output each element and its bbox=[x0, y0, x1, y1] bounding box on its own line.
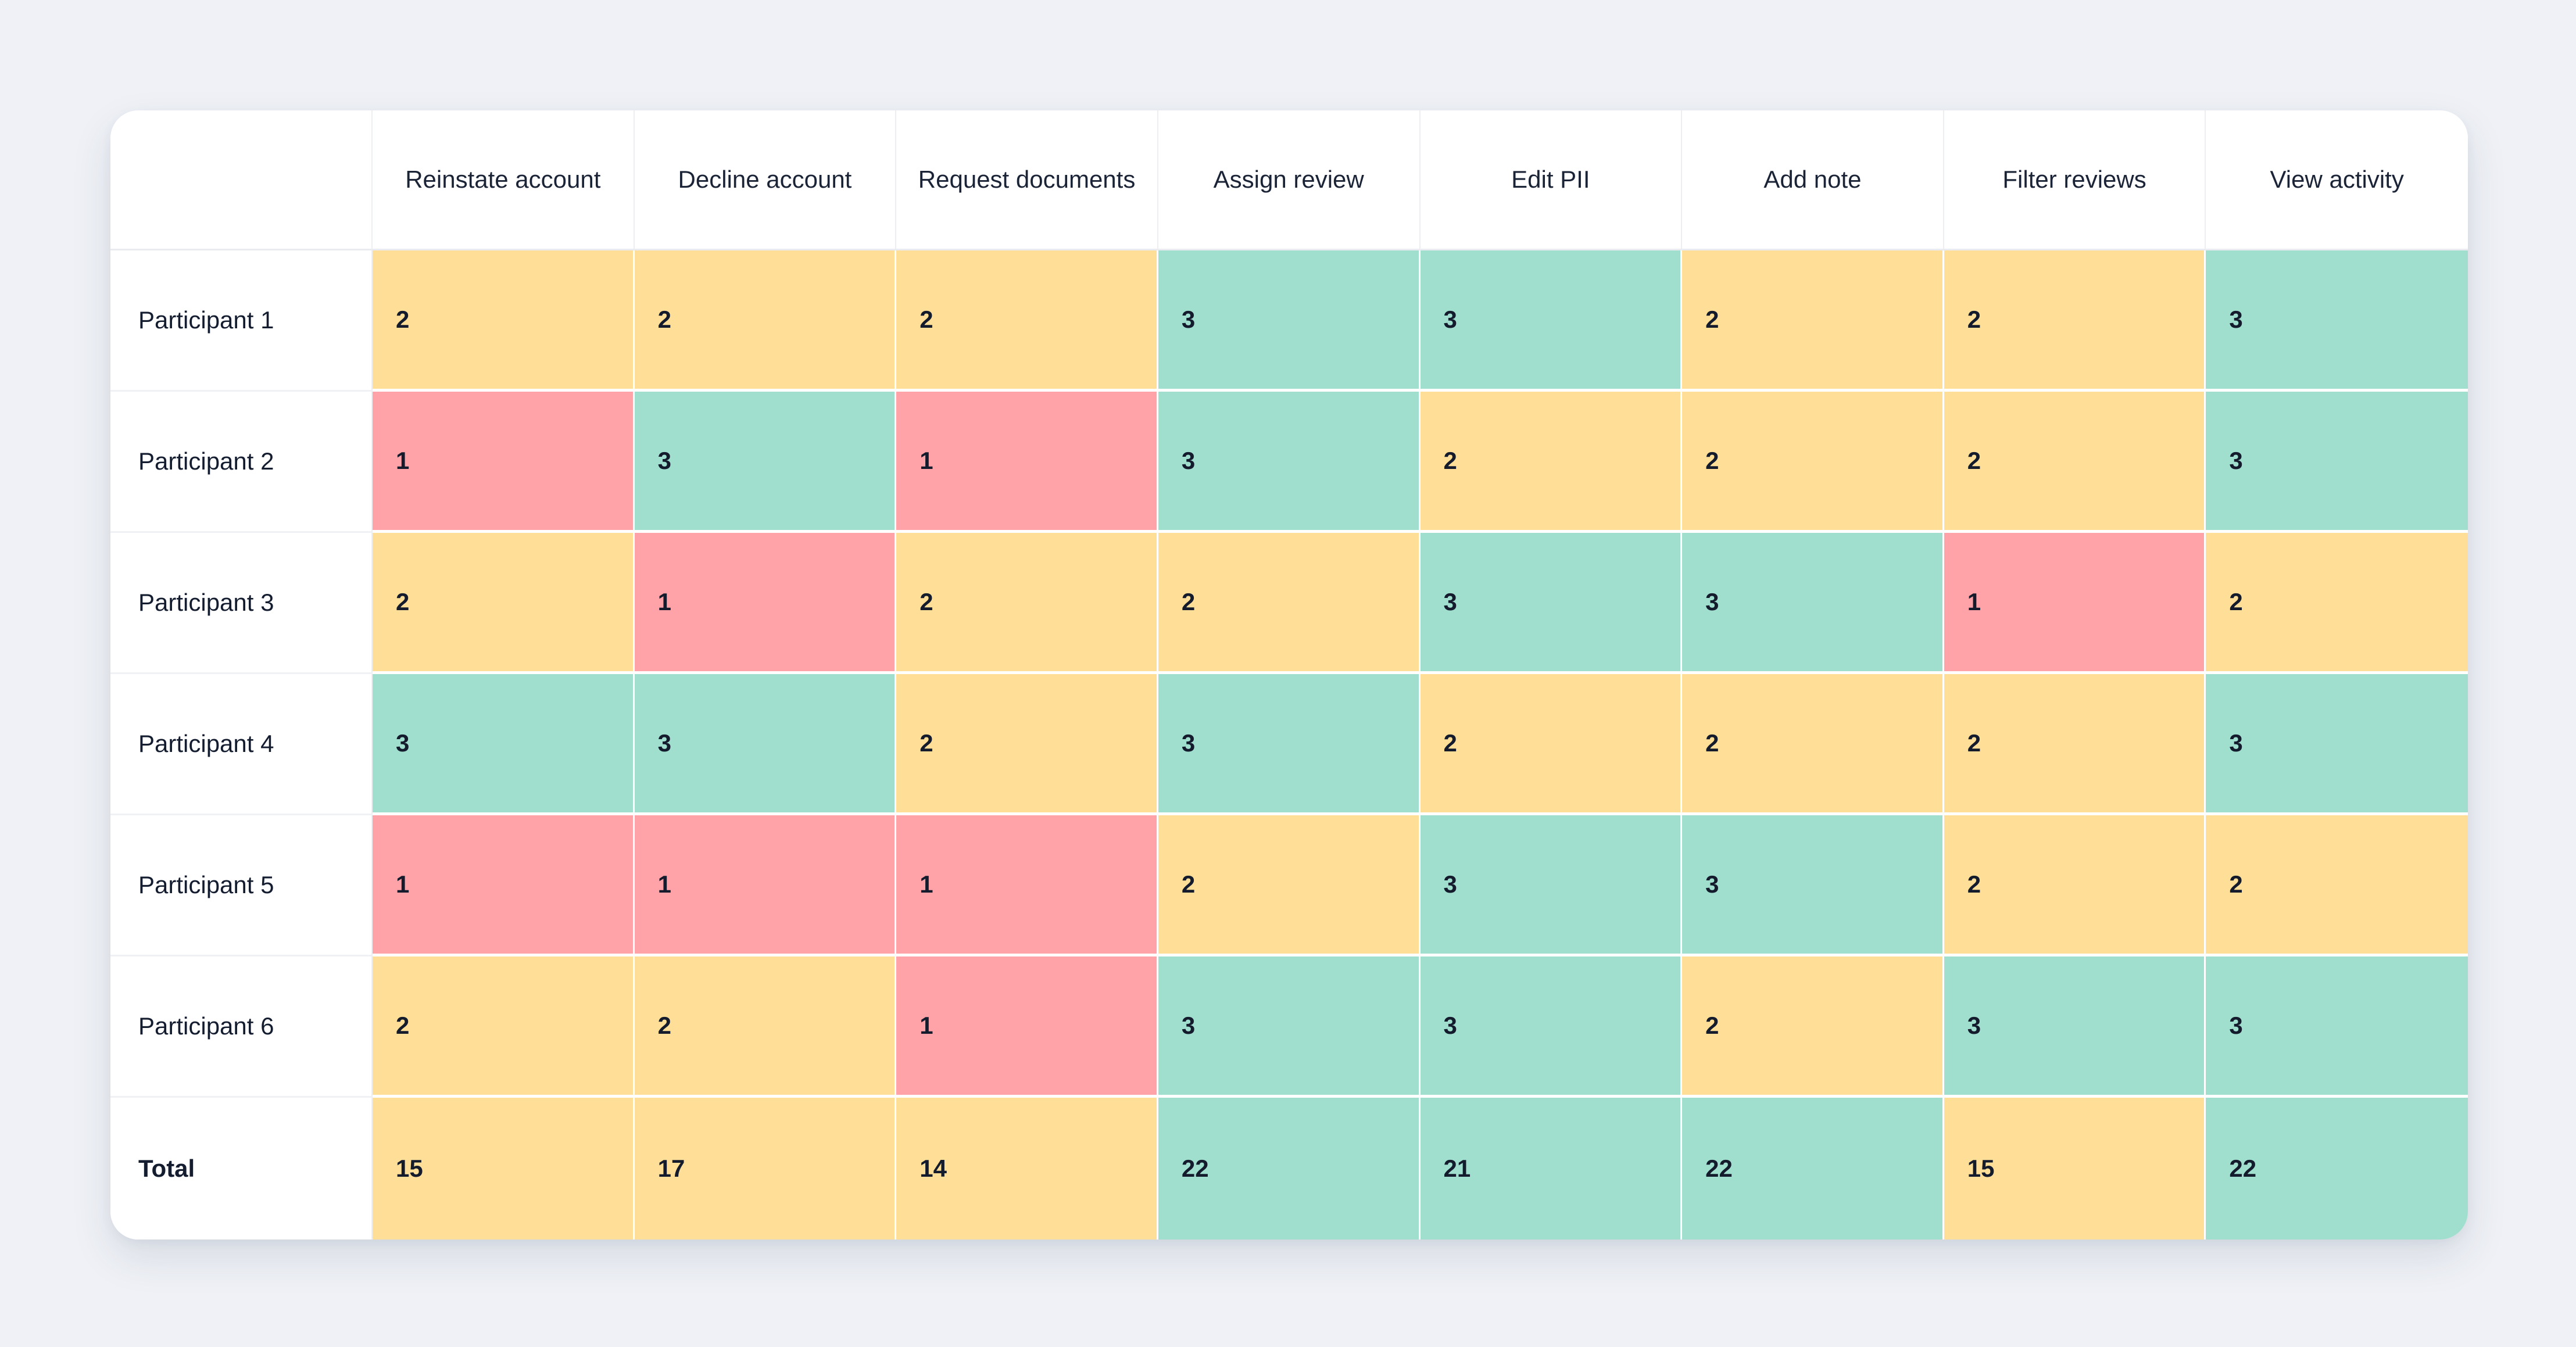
score-cell: 1 bbox=[634, 533, 897, 674]
row-label: Participant 2 bbox=[110, 392, 373, 533]
score-cell: 3 bbox=[1420, 250, 1683, 392]
score-cell: 2 bbox=[1682, 674, 1944, 815]
score-cell: 3 bbox=[634, 392, 897, 533]
corner-cell bbox=[110, 110, 373, 250]
column-header: Edit PII bbox=[1420, 110, 1683, 250]
score-cell: 2 bbox=[896, 674, 1158, 815]
score-cell: 1 bbox=[896, 815, 1158, 956]
score-cell: 17 bbox=[634, 1098, 897, 1239]
column-header: View activity bbox=[2206, 110, 2468, 250]
score-cell: 2 bbox=[1158, 815, 1421, 956]
score-cell: 15 bbox=[373, 1098, 635, 1239]
score-cell: 1 bbox=[634, 815, 897, 956]
score-cell: 2 bbox=[373, 533, 635, 674]
score-cell: 3 bbox=[2206, 392, 2468, 533]
score-cell: 2 bbox=[1682, 250, 1944, 392]
score-cell: 2 bbox=[2206, 533, 2468, 674]
score-cell: 2 bbox=[1944, 250, 2206, 392]
score-cell: 3 bbox=[1158, 956, 1421, 1098]
score-cell: 3 bbox=[1420, 815, 1683, 956]
row-label: Participant 5 bbox=[110, 815, 373, 956]
score-cell: 15 bbox=[1944, 1098, 2206, 1239]
row-label: Total bbox=[110, 1098, 373, 1239]
score-cell: 22 bbox=[1158, 1098, 1421, 1239]
column-header: Assign review bbox=[1158, 110, 1421, 250]
row-label: Participant 1 bbox=[110, 250, 373, 392]
score-cell: 2 bbox=[2206, 815, 2468, 956]
score-cell: 1 bbox=[373, 815, 635, 956]
score-cell: 1 bbox=[373, 392, 635, 533]
column-header: Decline account bbox=[634, 110, 897, 250]
score-cell: 2 bbox=[896, 533, 1158, 674]
score-cell: 2 bbox=[634, 250, 897, 392]
column-header: Filter reviews bbox=[1944, 110, 2206, 250]
column-header: Reinstate account bbox=[373, 110, 635, 250]
score-cell: 3 bbox=[1158, 250, 1421, 392]
score-cell: 3 bbox=[1682, 533, 1944, 674]
score-cell: 2 bbox=[1944, 815, 2206, 956]
score-cell: 2 bbox=[373, 956, 635, 1098]
column-header: Add note bbox=[1682, 110, 1944, 250]
score-cell: 2 bbox=[373, 250, 635, 392]
score-cell: 3 bbox=[1420, 533, 1683, 674]
score-cell: 3 bbox=[1944, 956, 2206, 1098]
score-cell: 3 bbox=[373, 674, 635, 815]
score-cell: 2 bbox=[1944, 392, 2206, 533]
score-cell: 1 bbox=[896, 392, 1158, 533]
score-cell: 3 bbox=[2206, 674, 2468, 815]
score-cell: 1 bbox=[896, 956, 1158, 1098]
score-cell: 2 bbox=[634, 956, 897, 1098]
results-matrix-table: Reinstate account Decline account Request … bbox=[110, 110, 2468, 1239]
score-cell: 2 bbox=[1420, 392, 1683, 533]
score-cell: 22 bbox=[2206, 1098, 2468, 1239]
score-cell: 3 bbox=[1420, 956, 1683, 1098]
score-cell: 2 bbox=[1158, 533, 1421, 674]
score-cell: 3 bbox=[2206, 250, 2468, 392]
row-label: Participant 4 bbox=[110, 674, 373, 815]
score-cell: 14 bbox=[896, 1098, 1158, 1239]
score-cell: 22 bbox=[1682, 1098, 1944, 1239]
score-cell: 2 bbox=[1682, 392, 1944, 533]
score-cell: 3 bbox=[1682, 815, 1944, 956]
score-cell: 3 bbox=[1158, 392, 1421, 533]
score-cell: 2 bbox=[896, 250, 1158, 392]
score-cell: 2 bbox=[1944, 674, 2206, 815]
column-header: Request documents bbox=[896, 110, 1158, 250]
score-cell: 3 bbox=[1158, 674, 1421, 815]
row-label: Participant 6 bbox=[110, 956, 373, 1098]
score-cell: 1 bbox=[1944, 533, 2206, 674]
results-matrix-card: Reinstate account Decline account Request … bbox=[110, 110, 2468, 1239]
score-cell: 2 bbox=[1420, 674, 1683, 815]
row-label: Participant 3 bbox=[110, 533, 373, 674]
score-cell: 21 bbox=[1420, 1098, 1683, 1239]
score-cell: 3 bbox=[2206, 956, 2468, 1098]
score-cell: 2 bbox=[1682, 956, 1944, 1098]
score-cell: 3 bbox=[634, 674, 897, 815]
